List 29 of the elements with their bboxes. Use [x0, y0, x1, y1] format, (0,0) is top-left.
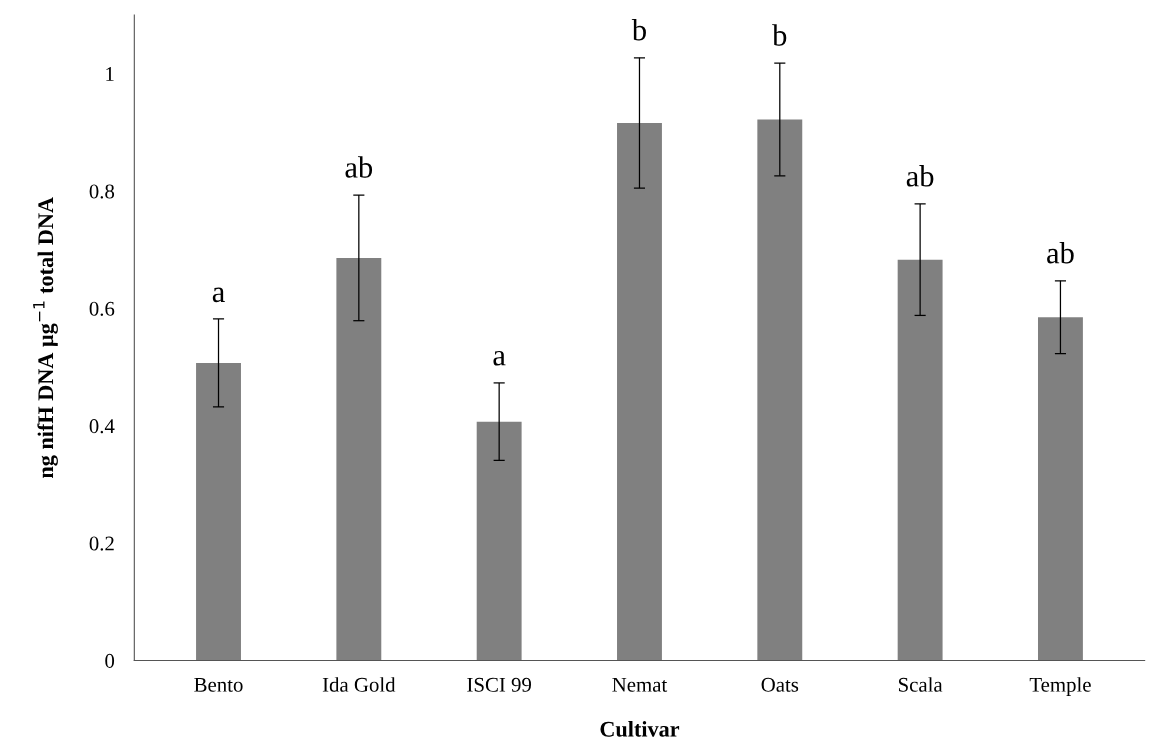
y-tick-label: 0.4 — [89, 419, 115, 434]
bar — [476, 421, 522, 661]
bar — [336, 257, 382, 661]
x-tick-label: ISCI 99 — [467, 677, 532, 692]
y-tick-label: 0.8 — [89, 184, 115, 199]
bar — [196, 362, 241, 661]
x-tick-label: Temple — [1029, 677, 1091, 697]
bar — [757, 119, 803, 661]
annotation: ab — [906, 165, 934, 187]
annotation: a — [493, 350, 506, 366]
y-tick-label: 0 — [105, 653, 115, 668]
y-axis-title: ng nifH DNA µg$^{−1}$ total DNA — [33, 197, 58, 479]
x-tick-label: Nemat — [612, 677, 668, 692]
x-tick-label: Ida Gold — [322, 677, 396, 692]
bar — [617, 122, 662, 661]
annotation: b — [772, 24, 787, 46]
y-tick-label: 0.2 — [89, 536, 114, 551]
x-tick-label: Bento — [194, 677, 243, 692]
y-tick-label: 1 — [106, 67, 114, 81]
annotation: a — [212, 287, 225, 303]
x-tick-label: Scala — [898, 677, 943, 692]
y-tick-label: 0.6 — [89, 301, 115, 316]
bar — [897, 259, 943, 661]
annotation: ab — [345, 156, 373, 178]
annotation: b — [631, 18, 646, 41]
annotation: ab — [1047, 241, 1074, 264]
x-tick-label: Oats — [761, 677, 799, 692]
x-axis-title: Cultivar — [600, 721, 680, 737]
bar — [1038, 317, 1083, 661]
